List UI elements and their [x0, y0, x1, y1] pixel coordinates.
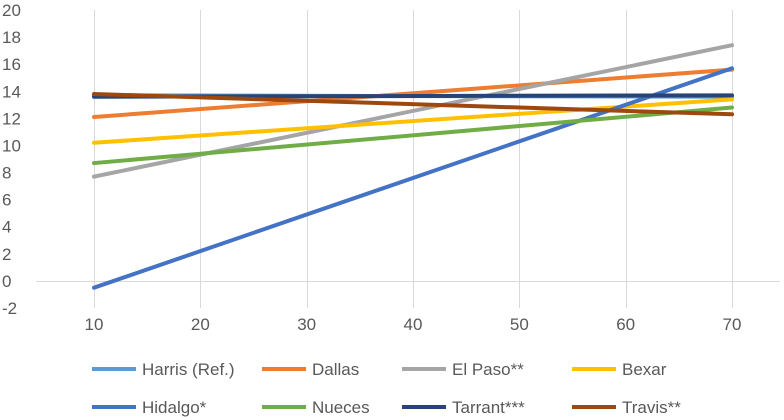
series-line-travis [92, 91, 734, 117]
y-tick-label: 8 [2, 164, 11, 183]
y-tick-label: 14 [2, 82, 21, 101]
x-tick-label: 30 [297, 315, 316, 334]
axes: -2 0 2 4 6 8 10 12 14 16 18 20 10 20 30 40 50 60 70 [2, 1, 780, 334]
y-tick-label: 4 [2, 218, 11, 237]
legend: Harris (Ref.) Dallas El Paso** Bexar Hidalgo… [92, 360, 681, 417]
legend-label-harris-ref: Harris (Ref.) [142, 360, 235, 379]
legend-label-tarrant: Tarrant*** [452, 398, 525, 417]
y-tick-label: 6 [2, 191, 11, 210]
series-lines [92, 43, 734, 290]
legend-label-bexar: Bexar [622, 360, 667, 379]
legend-label-travis: Travis** [622, 398, 681, 417]
x-tick-label: 20 [191, 315, 210, 334]
y-tick-label: 10 [2, 136, 21, 155]
series-line-hidalgo [92, 66, 734, 290]
legend-label-hidalgo: Hidalgo* [142, 398, 207, 417]
x-tick-label: 70 [723, 315, 742, 334]
y-tick-label: 0 [2, 272, 11, 291]
x-tick-label: 50 [510, 315, 529, 334]
y-tick-label: -2 [2, 299, 17, 318]
y-tick-label: 2 [2, 245, 11, 264]
y-tick-label: 16 [2, 55, 21, 74]
legend-label-dallas: Dallas [312, 360, 359, 379]
series-line-dallas [92, 67, 734, 120]
y-tick-label: 12 [2, 109, 21, 128]
x-tick-label: 40 [404, 315, 423, 334]
grid-lines [94, 10, 733, 308]
legend-label-nueces: Nueces [312, 398, 370, 417]
x-tick-label: 60 [616, 315, 635, 334]
y-tick-label: 20 [2, 1, 21, 20]
x-tick-label: 10 [85, 315, 104, 334]
legend-label-el-paso: El Paso** [452, 360, 524, 379]
y-tick-label: 18 [2, 28, 21, 47]
series-line-nueces [92, 105, 734, 166]
